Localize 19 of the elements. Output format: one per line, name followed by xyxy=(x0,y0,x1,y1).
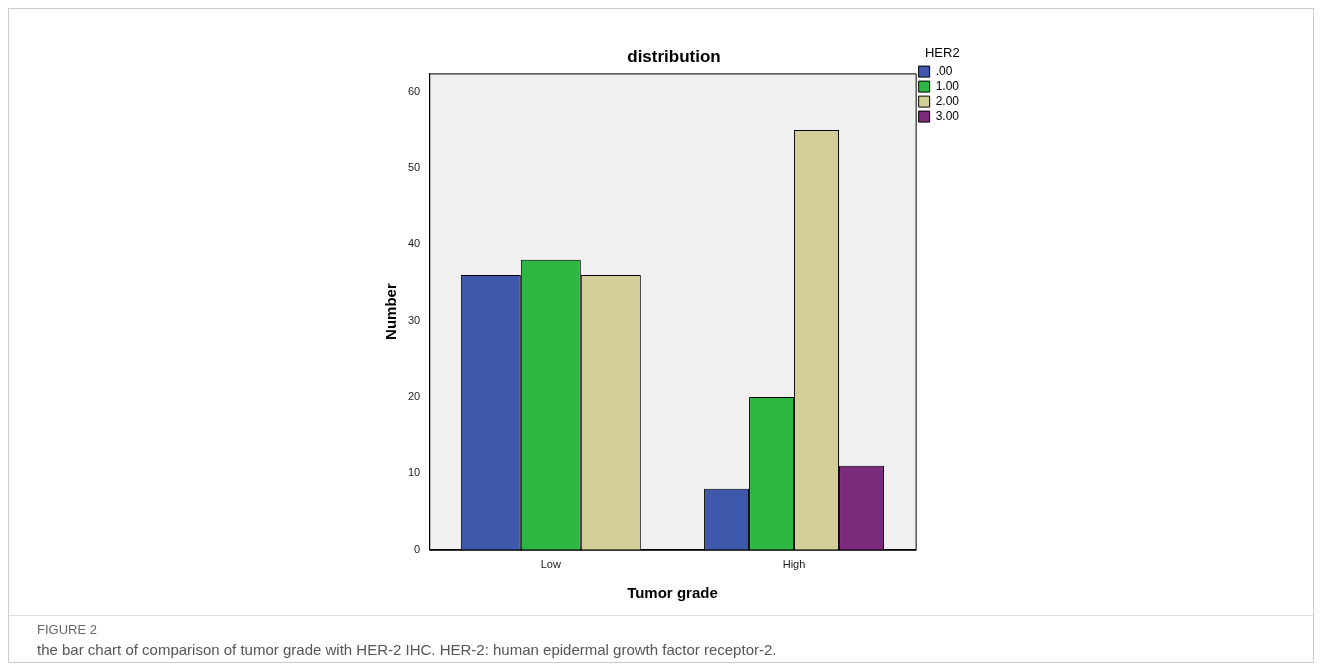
y-tick-label: 60 xyxy=(407,84,421,97)
caption: FIGURE 2 xyxy=(37,622,98,637)
y-tick-label: 0 xyxy=(414,542,421,555)
y-tick-label: 10 xyxy=(407,466,421,479)
legend-label: 2.00 xyxy=(935,93,960,108)
legend-title: HER2 xyxy=(924,45,960,61)
legend-label: 1.00 xyxy=(935,78,960,93)
text: the bar chart of comparison of tumor grade with HER-2 IHC. HER-2: human epidermal growth factor receptor-2. xyxy=(37,641,778,658)
x-axis-title: Tumor grade xyxy=(627,584,718,602)
y-axis-title: Number xyxy=(382,283,400,340)
legend-label: .00 xyxy=(935,63,953,78)
legend-label: 3.00 xyxy=(935,108,960,123)
x-tick-label: Low xyxy=(540,558,561,571)
y-tick-label: 50 xyxy=(407,161,421,174)
y-tick-label: 40 xyxy=(407,237,421,250)
x-tick-label: High xyxy=(782,558,806,571)
y-tick-label: 30 xyxy=(407,313,421,326)
chart-title: distribution xyxy=(627,46,721,66)
y-tick-label: 20 xyxy=(407,390,421,403)
